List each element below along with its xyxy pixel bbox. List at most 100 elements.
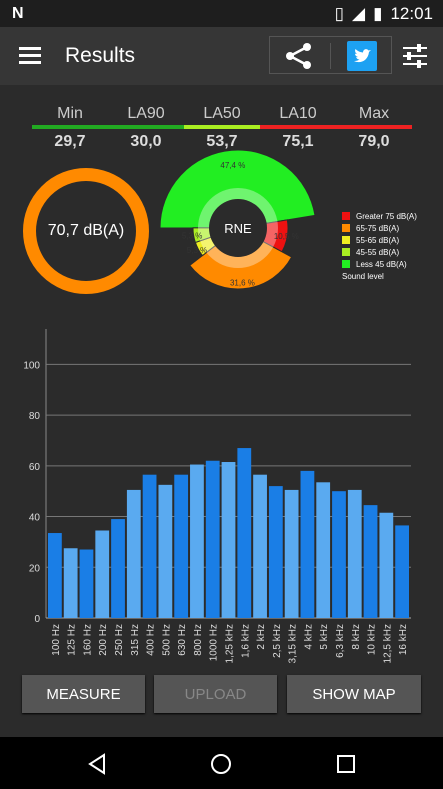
legend-item: 55-65 dB(A) [342, 234, 417, 246]
bar [142, 474, 157, 618]
bar [395, 525, 409, 618]
app-bar: Results [0, 27, 443, 85]
x-tick-label: 5 kHz [319, 624, 330, 650]
bar [79, 549, 94, 618]
legend-label: 55-65 dB(A) [356, 235, 400, 245]
bar [347, 489, 362, 618]
y-tick-label: 80 [29, 411, 41, 422]
legend-label: 45-55 dB(A) [356, 247, 400, 257]
level-value: 70,7 dB(A) [47, 222, 125, 239]
y-tick-label: 60 [29, 462, 41, 473]
legend-swatch [342, 224, 350, 232]
x-tick-label: 2,5 kHz [272, 624, 283, 658]
home-icon[interactable] [210, 753, 232, 775]
stat-value: 30,0 [130, 133, 162, 150]
bar [316, 482, 331, 618]
bar [284, 489, 299, 618]
level-donut: 70,7 dB(A) [23, 168, 149, 294]
bar [205, 460, 220, 618]
pie-slice [160, 150, 316, 229]
notification-icon: N [12, 5, 24, 22]
legend-swatch [342, 248, 350, 256]
bar [126, 489, 141, 618]
back-icon[interactable] [86, 753, 108, 775]
pie-slice [189, 227, 293, 290]
legend-item: 65-75 dB(A) [342, 222, 417, 234]
stat-value: 79,0 [358, 133, 390, 150]
y-tick-label: 20 [29, 563, 41, 574]
measure-button[interactable]: MEASURE [22, 675, 145, 713]
x-tick-label: 16 kHz [398, 624, 409, 655]
pie-center [209, 199, 267, 257]
x-tick-label: 6,3 kHz [335, 624, 346, 658]
x-tick-label: 12,5 kHz [382, 624, 393, 663]
stat-bar [336, 125, 412, 129]
legend-caption: Sound level [342, 271, 384, 281]
pie-slice-label: 5,3 % [182, 231, 202, 240]
x-tick-label: 2 kHz [256, 624, 267, 650]
stat-value: 53,7 [206, 133, 238, 150]
stat-la90: LA90 30,0 [108, 105, 184, 151]
divider [330, 43, 331, 69]
x-tick-label: 8 kHz [351, 624, 362, 650]
x-tick-label: 100 Hz [51, 624, 62, 656]
bar [190, 464, 204, 618]
stat-label: LA90 [127, 105, 165, 122]
bar [300, 470, 315, 618]
stat-label: LA50 [203, 105, 241, 122]
legend-swatch [342, 236, 350, 244]
stat-bar [260, 125, 336, 129]
legend-label: Greater 75 dB(A) [356, 211, 417, 221]
x-tick-label: 630 Hz [177, 624, 188, 656]
stat-min: Min 29,7 [32, 105, 108, 151]
x-tick-label: 3,15 kHz [288, 624, 299, 663]
twitter-icon[interactable] [347, 41, 377, 71]
bar [174, 474, 189, 618]
x-tick-label: 160 Hz [82, 624, 93, 656]
frequency-bar-chart: 0 20 40 60 80 100 100 Hz 125 Hz 160 Hz 200 Hz 250 … [23, 329, 411, 663]
menu-icon[interactable] [19, 47, 41, 64]
pie-slice-label: 10,5 % [274, 232, 299, 241]
stat-label: LA10 [279, 105, 317, 122]
share-icon[interactable] [285, 43, 313, 69]
bar [48, 533, 62, 618]
bar [332, 491, 346, 618]
distribution-pie: RNE 47,4 % 10,5 % 31,6 % 5,3 % 5,3 % [160, 150, 316, 290]
vibrate-icon: ▯ [334, 4, 345, 23]
x-tick-label: 1,25 kHz [225, 624, 236, 663]
legend-item: 45-55 dB(A) [342, 246, 417, 258]
x-tick-label: 125 Hz [67, 624, 78, 656]
status-time: 12:01 [390, 4, 433, 23]
y-tick-label: 40 [29, 513, 41, 524]
x-tick-label: 250 Hz [114, 624, 125, 656]
stat-la50: LA50 53,7 [184, 105, 260, 151]
legend-item: Less 45 dB(A) [342, 258, 417, 270]
bar [363, 505, 378, 618]
status-bar: N ▯ ◢ ▮ 12:01 [0, 0, 443, 27]
stat-bar [184, 125, 260, 129]
bar [95, 530, 110, 618]
page-title: Results [65, 44, 136, 67]
recents-icon[interactable] [336, 754, 356, 774]
pie-slice-label: 47,4 % [220, 161, 245, 170]
show-map-button[interactable]: SHOW MAP [287, 675, 421, 713]
battery-icon: ▮ [373, 4, 383, 23]
pie-slice-label: 5,3 % [187, 246, 207, 255]
bar [253, 474, 267, 618]
y-tick-label: 100 [23, 360, 40, 371]
x-tick-label: 1,6 kHz [240, 624, 251, 658]
bar [63, 548, 78, 618]
signal-icon: ◢ [352, 4, 366, 23]
stat-la10: LA10 75,1 [260, 105, 336, 151]
bar [111, 519, 125, 618]
legend-label: Less 45 dB(A) [356, 259, 407, 269]
settings-icon[interactable] [402, 43, 428, 69]
legend-item: Greater 75 dB(A) [342, 210, 417, 222]
x-tick-label: 200 Hz [98, 624, 109, 656]
legend-label: 65-75 dB(A) [356, 223, 400, 233]
y-tick-label: 0 [34, 614, 40, 625]
upload-button[interactable]: UPLOAD [154, 675, 277, 713]
navigation-bar [0, 737, 443, 789]
x-tick-label: 800 Hz [193, 624, 204, 656]
stat-label: Max [358, 105, 390, 122]
